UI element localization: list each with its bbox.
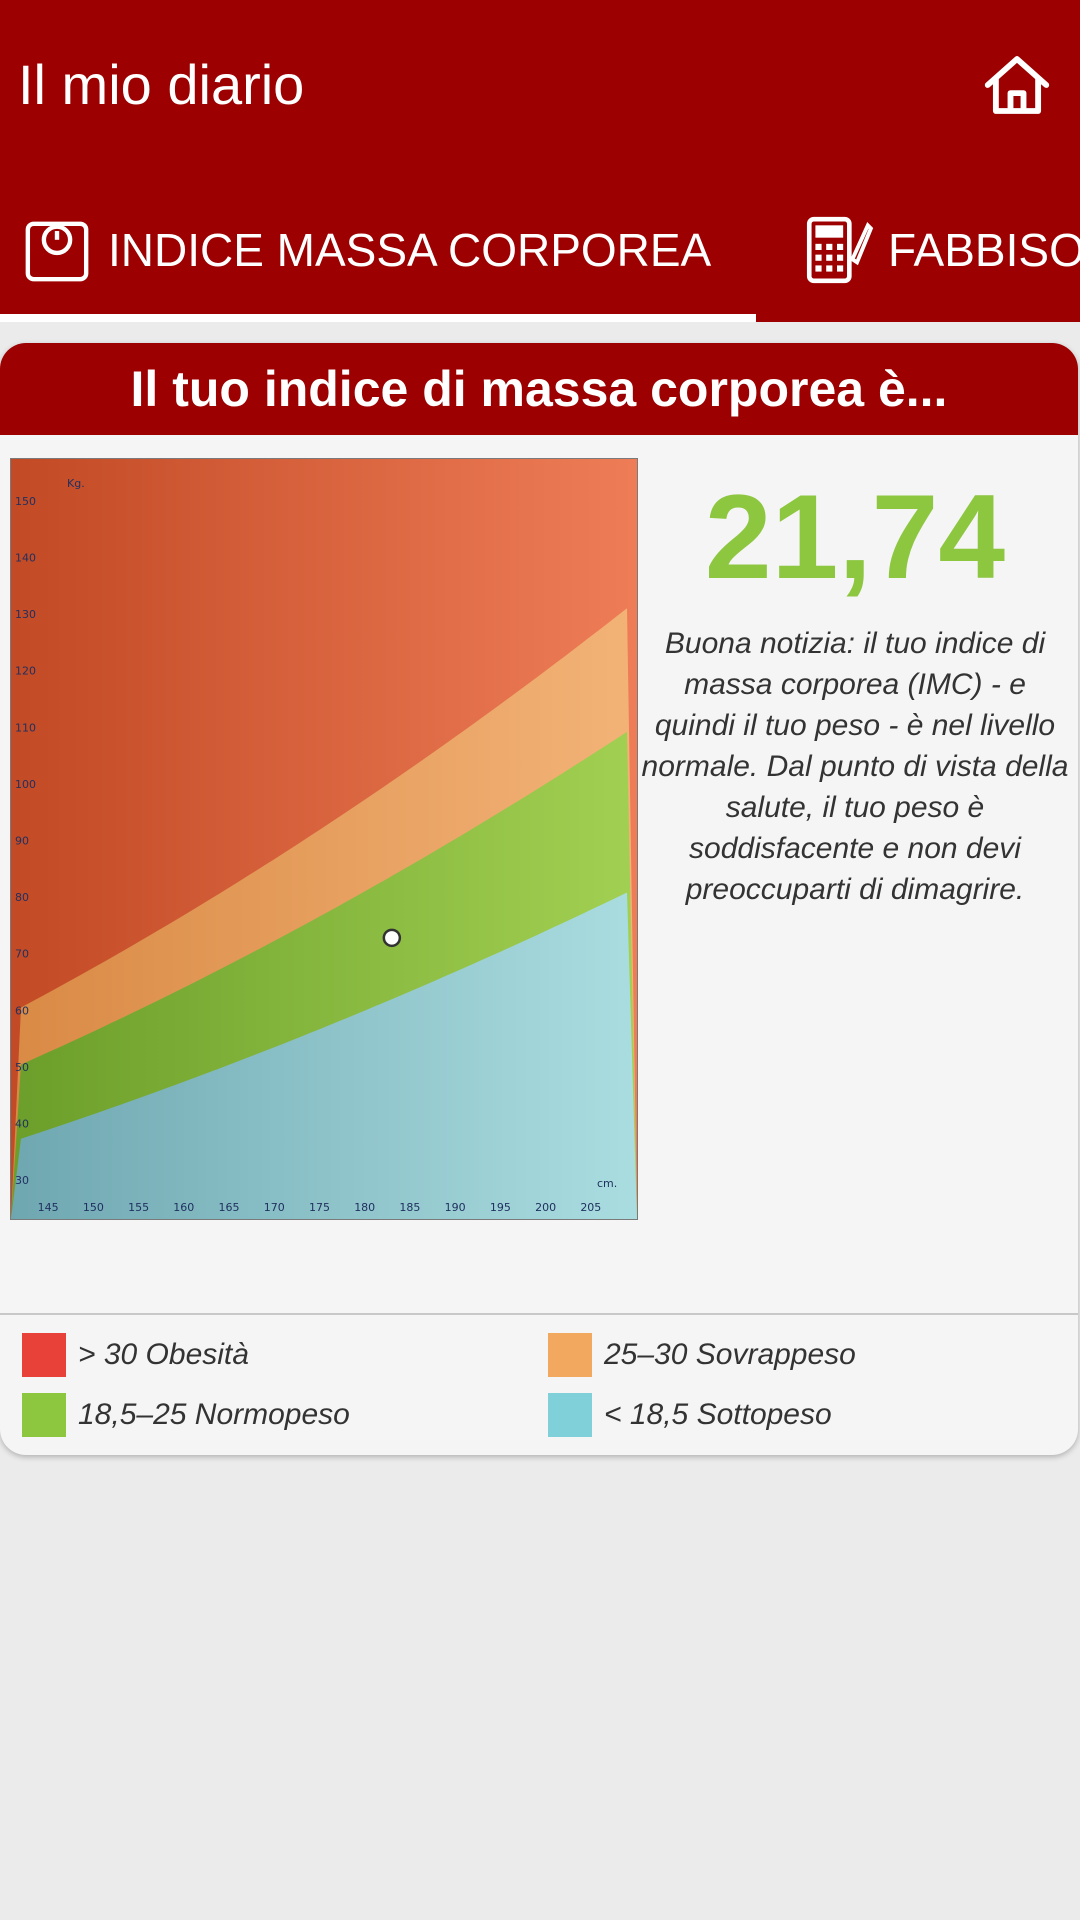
- x-tick-label: 175: [309, 1201, 330, 1214]
- app-bar: Il mio diario INDICE MASSA CORPOREA: [0, 0, 1080, 322]
- legend-item-underweight: < 18,5 Sottopeso: [548, 1393, 832, 1437]
- y-tick-label: 80: [15, 891, 29, 904]
- scale-icon: [20, 213, 94, 287]
- x-tick-label: 200: [535, 1201, 556, 1214]
- tab-fabbisogno[interactable]: FABBISO: [800, 200, 1080, 300]
- legend-label: 25–30 Sovrappeso: [604, 1338, 856, 1371]
- legend-item-obesity: > 30 Obesità: [22, 1333, 249, 1377]
- home-button[interactable]: [972, 40, 1062, 130]
- legend-swatch: [22, 1333, 66, 1377]
- home-icon: [984, 56, 1050, 114]
- card-title: Il tuo indice di massa corporea è...: [0, 343, 1078, 435]
- y-tick-label: 130: [15, 608, 36, 621]
- tab-label: INDICE MASSA CORPOREA: [108, 224, 712, 276]
- y-tick-label: 90: [15, 834, 29, 847]
- bmi-chart-svg: 30 40 50 60 70 80 90 100 110 120 130 140 150 145 150 15…: [11, 459, 637, 1219]
- tab-indicator: [0, 314, 756, 322]
- x-axis-label: cm.: [597, 1177, 617, 1190]
- y-tick-label: 40: [15, 1117, 29, 1130]
- x-tick-label: 190: [445, 1201, 466, 1214]
- legend-label: 18,5–25 Normopeso: [78, 1398, 350, 1431]
- tab-label: FABBISO: [888, 224, 1080, 276]
- bmi-chart: 30 40 50 60 70 80 90 100 110 120 130 140 150 145 150 15…: [10, 458, 638, 1220]
- calculator-icon: [800, 213, 874, 287]
- x-tick-label: 160: [173, 1201, 194, 1214]
- bmi-card: Il tuo indice di massa corporea è...: [0, 343, 1078, 1455]
- x-tick-label: 185: [399, 1201, 420, 1214]
- legend-item-normal: 18,5–25 Normopeso: [22, 1393, 350, 1437]
- legend-swatch: [548, 1393, 592, 1437]
- y-tick-label: 30: [15, 1174, 29, 1187]
- x-tick-label: 205: [580, 1201, 601, 1214]
- x-tick-label: 180: [354, 1201, 375, 1214]
- app-title: Il mio diario: [18, 53, 305, 116]
- legend-swatch: [22, 1393, 66, 1437]
- tab-bar: INDICE MASSA CORPOREA FABBISO: [0, 200, 1080, 322]
- tab-indice-massa-corporea[interactable]: INDICE MASSA CORPOREA: [20, 200, 711, 300]
- y-tick-label: 120: [15, 665, 36, 678]
- bmi-point: [382, 928, 402, 948]
- y-tick-label: 100: [15, 778, 36, 791]
- x-tick-label: 145: [38, 1201, 59, 1214]
- legend-swatch: [548, 1333, 592, 1377]
- y-tick-label: 60: [15, 1004, 29, 1017]
- x-tick-label: 195: [490, 1201, 511, 1214]
- y-tick-label: 140: [15, 552, 36, 565]
- y-tick-label: 70: [15, 948, 29, 961]
- y-axis-label: Kg.: [67, 477, 85, 490]
- legend-label: > 30 Obesità: [78, 1338, 249, 1371]
- x-tick-label: 170: [264, 1201, 285, 1214]
- legend-divider: [0, 1313, 1078, 1315]
- x-tick-label: 155: [128, 1201, 149, 1214]
- y-tick-label: 50: [15, 1061, 29, 1074]
- y-tick-label: 150: [15, 495, 36, 508]
- legend-label: < 18,5 Sottopeso: [604, 1398, 832, 1431]
- y-tick-label: 110: [15, 721, 36, 734]
- band-underweight: [11, 892, 637, 1219]
- legend-item-overweight: 25–30 Sovrappeso: [548, 1333, 856, 1377]
- x-tick-label: 150: [83, 1201, 104, 1214]
- bmi-message: Buona notizia: il tuo indice di massa co…: [641, 627, 1069, 906]
- bmi-value: 21,74: [704, 470, 1006, 604]
- x-tick-label: 165: [219, 1201, 240, 1214]
